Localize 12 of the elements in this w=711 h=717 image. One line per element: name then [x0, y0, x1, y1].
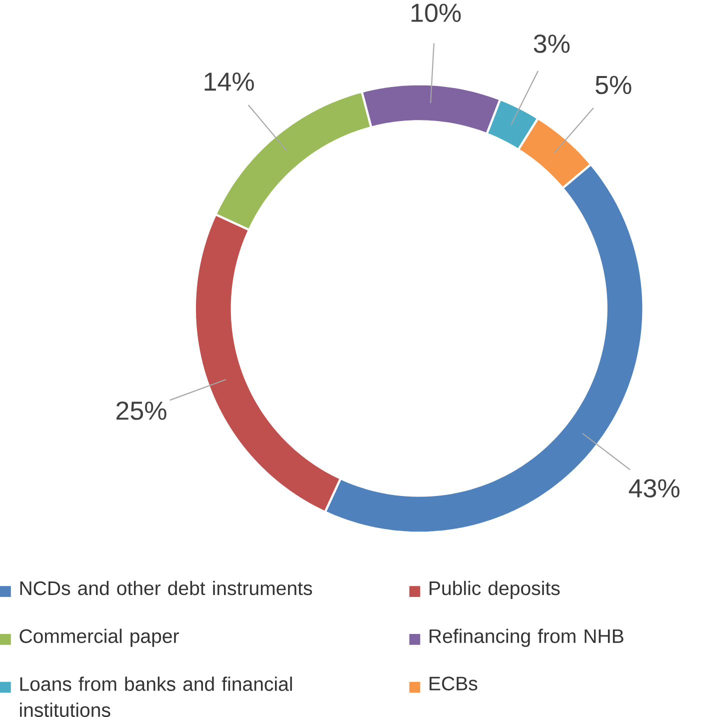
- data-label: 43%: [628, 479, 680, 498]
- legend-label: Refinancing from NHB: [430, 628, 624, 647]
- data-label: 25%: [116, 402, 166, 420]
- data-label: 3%: [534, 34, 570, 53]
- legend-label: Commercial paper: [20, 628, 179, 647]
- data-label: 14%: [204, 72, 254, 91]
- legend-label: Loans from banks and financial institutions: [20, 676, 292, 717]
- data-label: 10%: [412, 4, 461, 22]
- legend-label: ECBs: [430, 676, 478, 690]
- data-label: 5%: [596, 76, 632, 94]
- legend-label: NCDs and other debt instruments: [20, 580, 312, 596]
- legend-label: Public deposits: [430, 580, 560, 600]
